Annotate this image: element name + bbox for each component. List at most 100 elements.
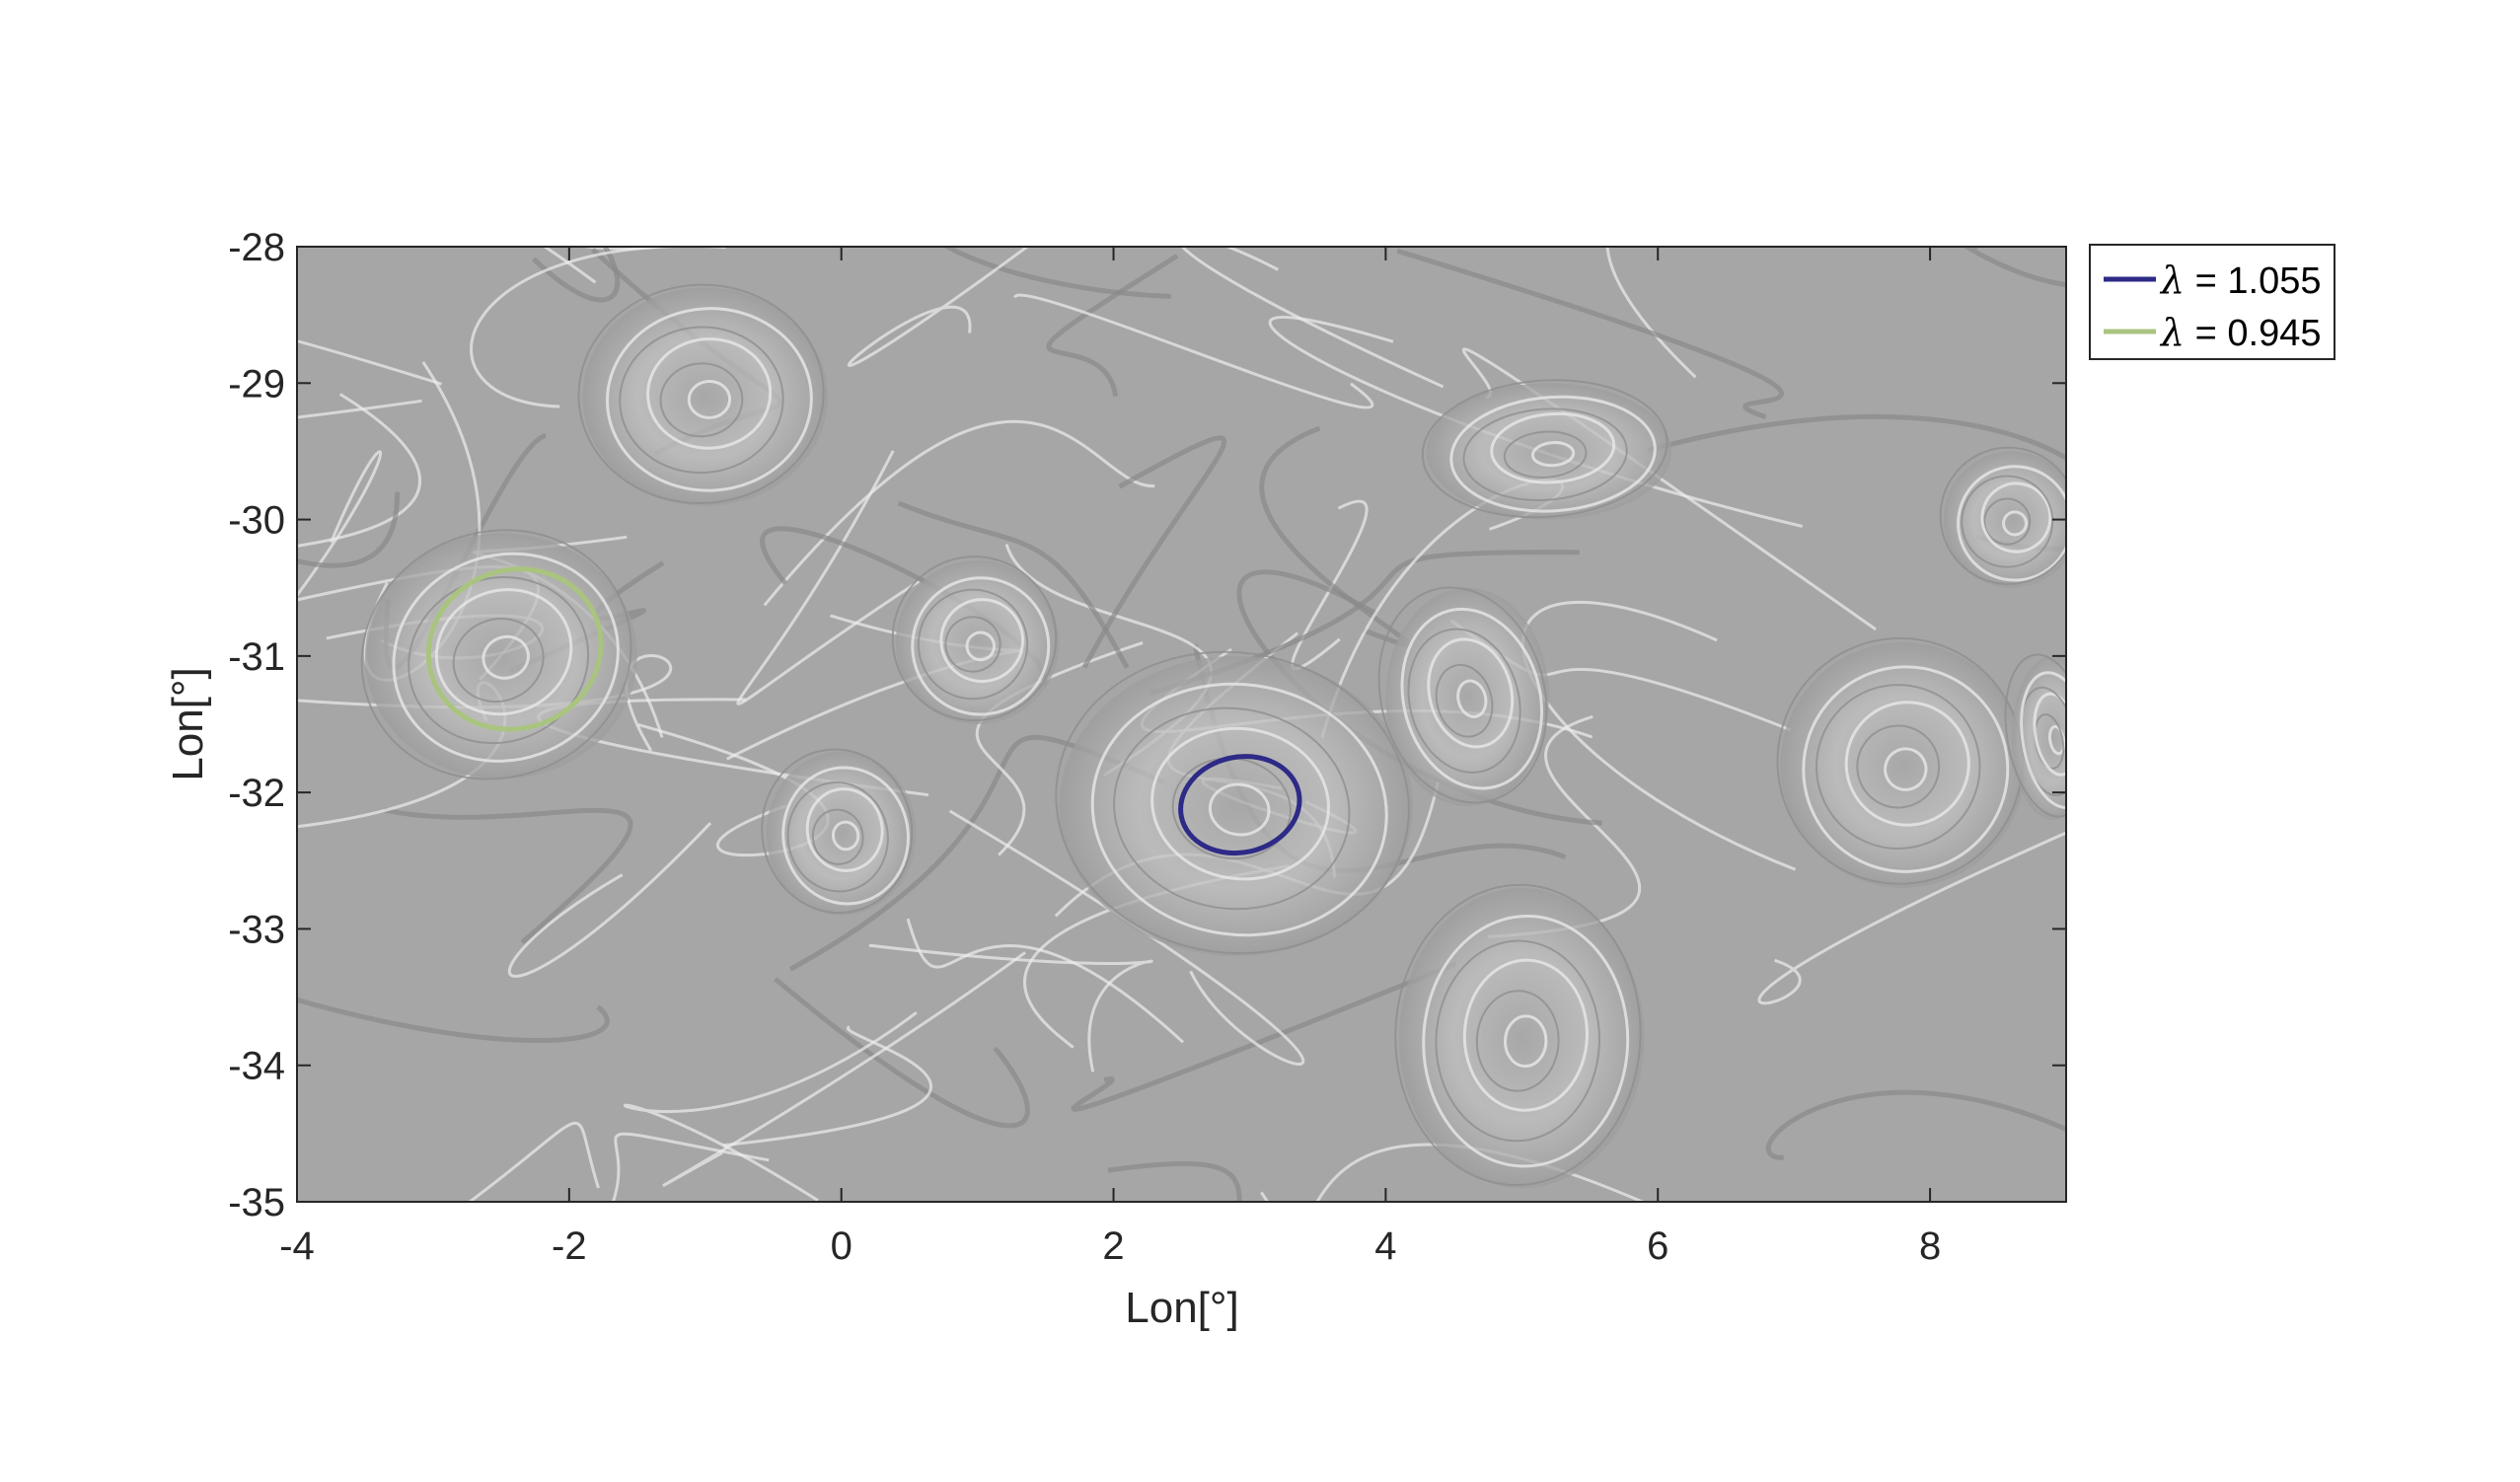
swirl-ring [1844,701,1970,827]
filament [868,943,1153,1073]
filament [297,491,401,568]
swirl-ring [1475,990,1560,1092]
field-background [297,247,2066,1202]
filament [1071,961,1457,1112]
swirl-ring [965,630,997,662]
swirl-ring [1957,465,2066,582]
y-tick-label-0: -35 [228,1181,285,1224]
x-tick-label-5: 6 [1647,1224,1668,1268]
swirl-ring [1462,958,1589,1112]
swirl-ring [1802,665,2010,873]
swirl-ring [1815,684,1981,850]
filament [532,247,621,303]
filament [297,399,422,419]
filament [1488,714,1642,938]
swirl-ring [2002,510,2029,537]
filament [1647,413,2066,552]
filament [297,393,421,548]
legend-entry-1: λ = 1.055 [2104,259,2322,302]
filament [906,918,1185,1044]
swirl-ring [646,337,773,450]
swirl-ring [1776,636,2024,885]
swirl-ring [781,766,910,906]
swirl-ring [2047,724,2066,756]
swirl-patch [1426,383,1672,520]
x-tick-label-1: -2 [552,1224,587,1268]
swirl-patch [364,533,637,779]
filament [507,822,712,978]
swirl-ring [1113,706,1351,911]
filament [623,1010,918,1202]
swirl-ring [482,634,530,680]
swirl-ring [1150,726,1330,881]
legend-label-2: λ = 0.945 [2159,311,2322,354]
filament [1605,247,1697,379]
lambda-symbol: λ [2159,311,2185,354]
swirl-ring [1422,914,1630,1168]
swirl-ring [1530,441,1576,468]
swirl-ring [1504,1014,1548,1069]
swirl-ring [939,598,1025,684]
swirl-ring [1435,939,1600,1143]
field-swirls [360,283,2066,1189]
swirl-ring [1427,637,1515,749]
y-axis-ticks: -35 -34 -33 -32 -31 -30 -29 -28 [228,226,2066,1224]
legend-value-2: = 0.945 [2195,313,2322,354]
y-tick-label-1: -34 [228,1045,285,1088]
lambda-symbol: λ [2159,259,2185,302]
swirl-ring [619,326,784,475]
data-curves [425,566,1302,856]
filament [384,807,633,945]
swirl-ring [452,618,545,704]
swirl-ring [1435,663,1494,738]
legend-label-1: λ = 1.055 [2159,259,2322,302]
swirl-ring [1980,482,2052,554]
series-curve-1 [1178,754,1302,856]
filament [470,247,726,408]
swirl-ring [2020,671,2066,809]
plot-frame [296,246,2067,1203]
legend-entry-2: λ = 0.945 [2104,311,2322,354]
swirl-ring [944,616,1001,673]
swirl-ring [1208,782,1271,837]
y-tick-label-2: -33 [228,908,285,951]
swirl-ring [659,362,744,438]
filament [847,247,1030,367]
swirl-ring [1490,411,1616,484]
swirl-ring [786,781,889,893]
swirl-ring [1449,395,1657,513]
y-tick-label-3: -32 [228,772,285,815]
filament [1757,831,2066,1005]
x-tick-label-3: 2 [1102,1224,1124,1268]
x-axis-ticks: -4 -2 0 2 4 6 8 [279,247,1941,1268]
x-tick-label-2: 0 [831,1224,852,1268]
series-curve-2 [425,566,604,732]
filament [297,450,383,598]
swirl-patch [1059,655,1413,957]
filament [297,339,442,386]
swirl-ring [577,283,825,504]
filament [1765,1089,2066,1160]
legend: λ = 1.055 λ = 0.945 [2089,244,2335,360]
swirl-ring [805,787,884,872]
x-tick-label-6: 8 [1919,1224,1941,1268]
swirl-ring [1856,724,1941,809]
swirl-ring [761,748,914,915]
swirl-ring [1503,430,1588,479]
swirl-ring [1090,682,1388,937]
filament [774,977,1030,1129]
swirl-ring [360,529,632,780]
y-tick-label-4: -31 [228,635,285,679]
swirl-ring [1456,679,1488,718]
swirl-ring [1939,446,2066,585]
swirl-ring [1377,586,1548,804]
swirl-ring [606,307,813,492]
filament [897,500,1130,669]
filament [611,1132,770,1202]
x-axis-label: Lon[°] [1125,1284,1238,1332]
filament [1149,550,1580,697]
filament [942,247,1171,299]
swirl-ring [1421,379,1668,519]
filament [467,1121,600,1202]
